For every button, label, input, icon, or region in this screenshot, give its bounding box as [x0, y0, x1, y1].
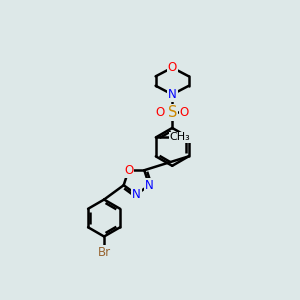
Text: N: N: [132, 188, 141, 201]
Text: O: O: [180, 106, 189, 119]
Text: S: S: [167, 105, 177, 120]
Text: Br: Br: [98, 246, 111, 259]
Text: O: O: [124, 164, 133, 177]
Text: O: O: [168, 61, 177, 74]
Text: O: O: [156, 106, 165, 119]
Text: CH₃: CH₃: [169, 132, 190, 142]
Text: N: N: [145, 179, 154, 192]
Text: N: N: [168, 88, 177, 101]
